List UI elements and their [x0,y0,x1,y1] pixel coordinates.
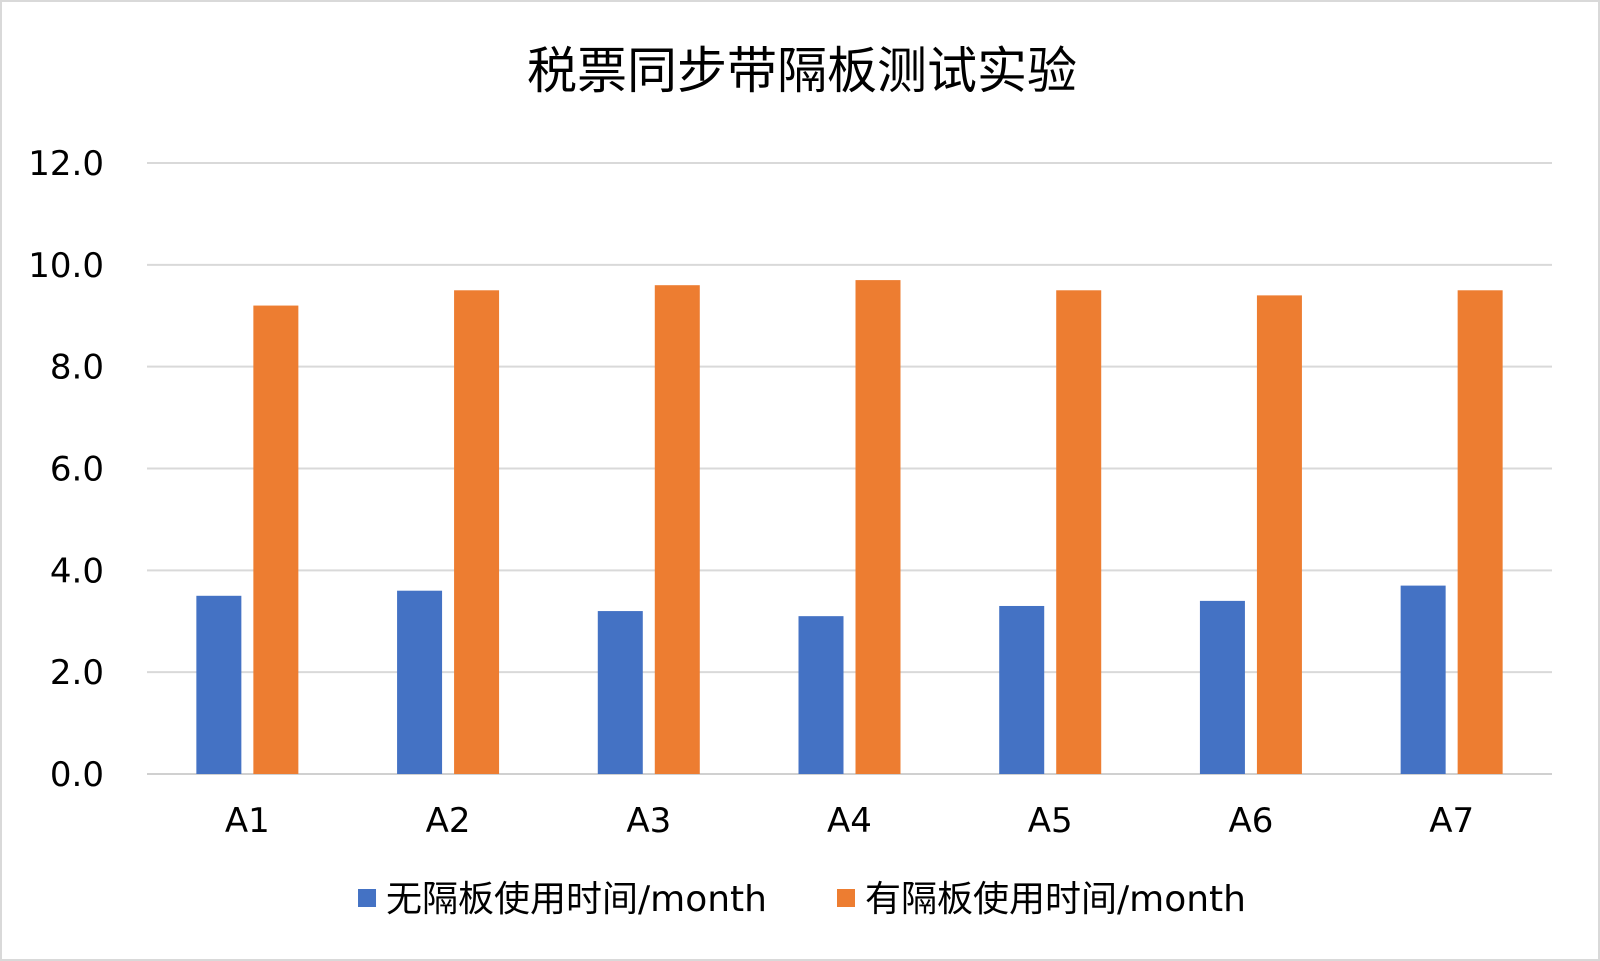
x-tick-label: A6 [1228,801,1273,841]
x-tick-label: A5 [1028,801,1073,841]
bar-A6-series-2 [1256,295,1302,774]
y-tick-label: 0.0 [50,755,104,795]
y-tick-label: 10.0 [28,246,104,286]
y-tick-label: 6.0 [50,450,104,490]
y-tick-label: 8.0 [50,348,104,388]
legend: 无隔板使用时间/month 有隔板使用时间/month [358,879,1246,920]
x-tick-label: A1 [225,801,270,841]
x-tick-label: A7 [1429,801,1474,841]
bar-A7-series-1 [1400,585,1446,774]
bar-A1-series-1 [196,595,242,774]
legend-swatch-series-1 [358,889,377,907]
bars [196,280,1503,774]
bar-A5-series-1 [999,605,1045,774]
gridlines [147,162,1552,775]
x-tick-label: A4 [827,801,872,841]
chart-title: 税票同步带隔板测试实验 [527,42,1077,100]
bar-A4-series-2 [855,280,901,774]
y-tick-label: 2.0 [50,653,104,693]
bar-A4-series-1 [798,616,844,774]
bar-A5-series-2 [1056,290,1102,774]
legend-label-series-2: 有隔板使用时间/month [865,879,1246,920]
x-tick-label: A2 [426,801,471,841]
x-tick-label: A3 [626,801,671,841]
y-tick-label: 12.0 [28,144,104,184]
y-tick-label: 4.0 [50,551,104,591]
bar-A2-series-2 [454,290,500,774]
bar-A3-series-1 [597,611,643,774]
bar-A3-series-2 [654,285,700,774]
x-axis-tick-labels: A1 A2 A3 A4 A5 A6 A7 [225,801,1474,841]
y-axis-tick-labels: 0.0 2.0 4.0 6.0 8.0 10.0 12.0 [28,144,104,795]
bar-A7-series-2 [1457,290,1503,774]
legend-swatch-series-2 [837,889,855,907]
legend-label-series-1: 无隔板使用时间/month [386,879,767,920]
bar-A2-series-1 [397,590,443,774]
bar-A1-series-2 [253,305,299,774]
bar-A6-series-1 [1199,600,1245,774]
